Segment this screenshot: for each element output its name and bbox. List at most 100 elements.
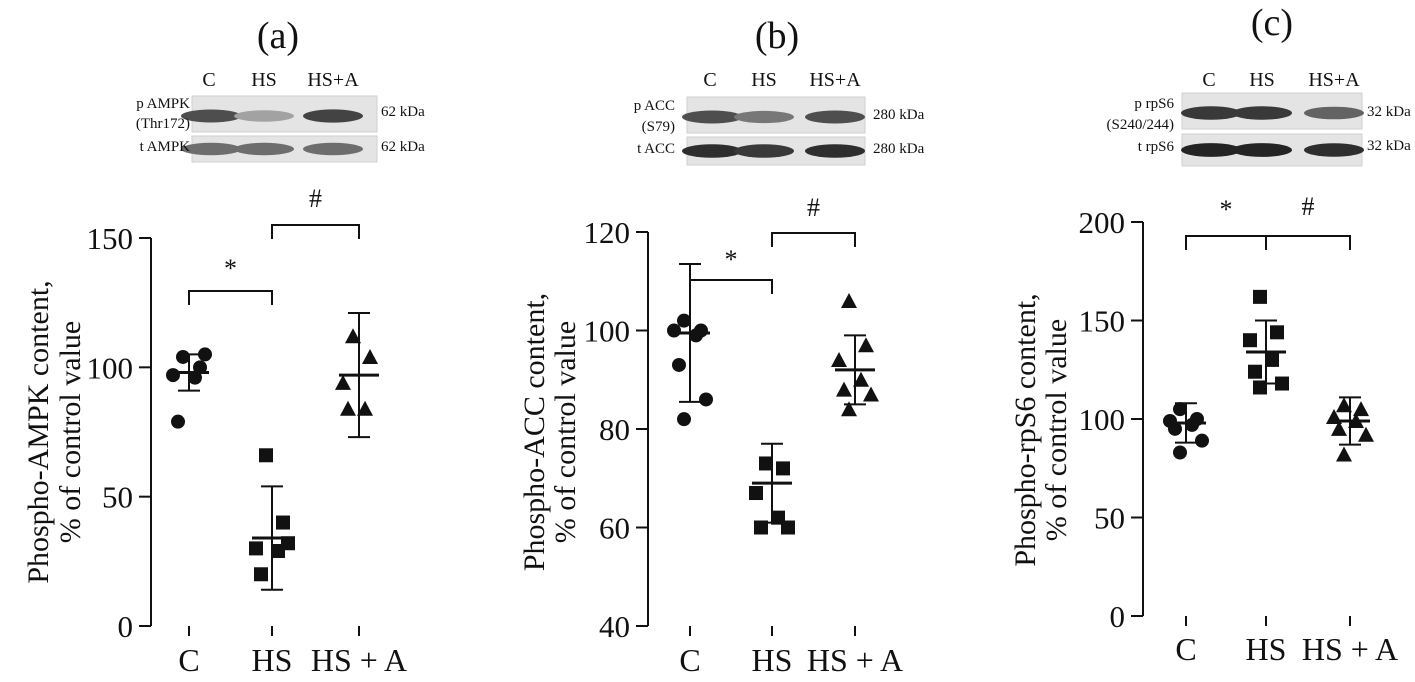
significance-bracket (1185, 235, 1267, 250)
y-axis-label: Phospho-AMPK content, (22, 280, 55, 583)
significance-bracket (771, 232, 856, 247)
data-point-triangle (831, 352, 847, 368)
data-point-circle (1168, 421, 1182, 436)
y-axis-label: % of control value (1040, 319, 1073, 541)
blot-row-label: p AMPK (136, 96, 190, 112)
blot-band (805, 110, 865, 124)
data-point-square (1243, 333, 1257, 348)
x-category-label: HS (752, 642, 793, 678)
significance-label: # (1302, 192, 1315, 221)
blot-row-label: (S240/244) (1107, 117, 1175, 133)
data-point-triangle (1336, 446, 1352, 462)
y-tick-label: 150 (1079, 304, 1126, 339)
significance-label: * (1220, 195, 1233, 224)
data-point-triangle (1331, 420, 1347, 436)
data-point-circle (193, 360, 207, 375)
blot-lane-label: C (202, 69, 215, 91)
y-tick-label: 60 (599, 511, 630, 546)
x-category-label: HS (1246, 631, 1287, 667)
blot-kda-label: 62 kDa (381, 139, 425, 155)
blot-band (1232, 143, 1292, 157)
y-tick-label: 0 (1110, 599, 1126, 634)
blot-kda-label: 62 kDa (381, 104, 425, 120)
y-tick-label: 100 (1079, 402, 1126, 437)
significance-bracket (1265, 235, 1351, 250)
x-category-label: HS + A (1302, 631, 1398, 667)
blot-row-label: (S79) (642, 119, 675, 135)
western-blot: C HS HS+A p AMPK (Thr172) 62 kDa t AMPK 62 kDa (136, 69, 425, 163)
x-category-label: HS + A (807, 642, 903, 678)
blot-band (234, 110, 294, 122)
significance-bracket (188, 290, 273, 305)
y-tick-label: 40 (599, 609, 630, 644)
y-tick-label: 150 (87, 221, 134, 256)
data-point-circle (699, 392, 713, 407)
blot-row-label: t AMPK (140, 139, 191, 155)
blot-lane-label: HS (251, 69, 277, 91)
data-point-circle (171, 414, 185, 429)
data-point-triangle (863, 386, 879, 402)
y-tick-label: 80 (599, 412, 630, 447)
significance-label: * (725, 245, 738, 274)
blot-band (1304, 143, 1364, 157)
blot-lane-label: HS+A (1308, 69, 1360, 91)
significance-bracket (689, 279, 773, 294)
western-blot: C HS HS+A p ACC (S79) 280 kDa t ACC 280 kDa (634, 69, 925, 166)
blot-lane-label: C (1202, 69, 1215, 91)
blot-band (682, 144, 742, 158)
panel-letter: (a) (257, 15, 299, 57)
data-point-triangle (335, 374, 351, 390)
blot-band (303, 109, 363, 123)
significance-label: # (309, 184, 322, 213)
data-point-square (754, 520, 768, 535)
y-tick-label: 100 (584, 314, 631, 349)
data-point-square (254, 567, 268, 582)
blot-band (1181, 106, 1241, 120)
data-point-triangle (362, 348, 378, 364)
data-point-circle (677, 313, 691, 328)
data-point-square (776, 461, 790, 476)
data-point-circle (1173, 402, 1187, 417)
significance-label: # (807, 193, 820, 222)
blot-band (805, 144, 865, 158)
x-category-label: C (679, 642, 700, 678)
data-point-square (281, 536, 295, 551)
data-point-triangle (1358, 426, 1374, 442)
data-point-circle (672, 357, 686, 372)
blot-lane-label: HS (751, 69, 777, 91)
y-axis-label: Phospho-rpS6 content, (1009, 293, 1042, 566)
data-point-triangle (858, 337, 874, 353)
data-point-square (259, 448, 273, 463)
data-point-square (749, 486, 763, 501)
data-point-circle (677, 412, 691, 427)
blot-lane-label: HS+A (809, 69, 861, 91)
data-point-square (1248, 364, 1262, 379)
blot-kda-label: 280 kDa (873, 107, 925, 123)
data-point-triangle (1336, 397, 1352, 413)
data-point-triangle (841, 401, 857, 417)
data-point-triangle (357, 400, 373, 416)
blot-band (303, 142, 363, 156)
data-point-circle (1185, 417, 1199, 432)
data-point-triangle (1353, 401, 1369, 417)
blot-band (1304, 106, 1364, 120)
panel-letter: (b) (755, 15, 799, 57)
data-point-circle (1173, 445, 1187, 460)
panel-letter: (c) (1251, 2, 1293, 44)
data-point-square (1265, 352, 1279, 367)
y-axis-label: Phospho-ACC content, (518, 293, 551, 571)
blot-band (1181, 143, 1241, 157)
blot-row-label: p rpS6 (1134, 96, 1174, 112)
x-category-label: HS + A (311, 642, 407, 678)
y-axis-label: % of control value (549, 321, 582, 543)
data-point-triangle (836, 381, 852, 397)
x-category-label: C (178, 642, 199, 678)
blot-band (734, 110, 794, 124)
panel-b: (b) C HS HS+A p ACC (S79) 280 kDa t ACC 280 kDa 4… (518, 15, 925, 678)
data-point-square (1253, 289, 1267, 304)
x-category-label: C (1175, 631, 1196, 667)
y-tick-label: 0 (118, 609, 134, 644)
blot-band (734, 144, 794, 158)
blot-row-label: t ACC (637, 141, 675, 157)
blot-lane-label: HS+A (307, 69, 359, 91)
